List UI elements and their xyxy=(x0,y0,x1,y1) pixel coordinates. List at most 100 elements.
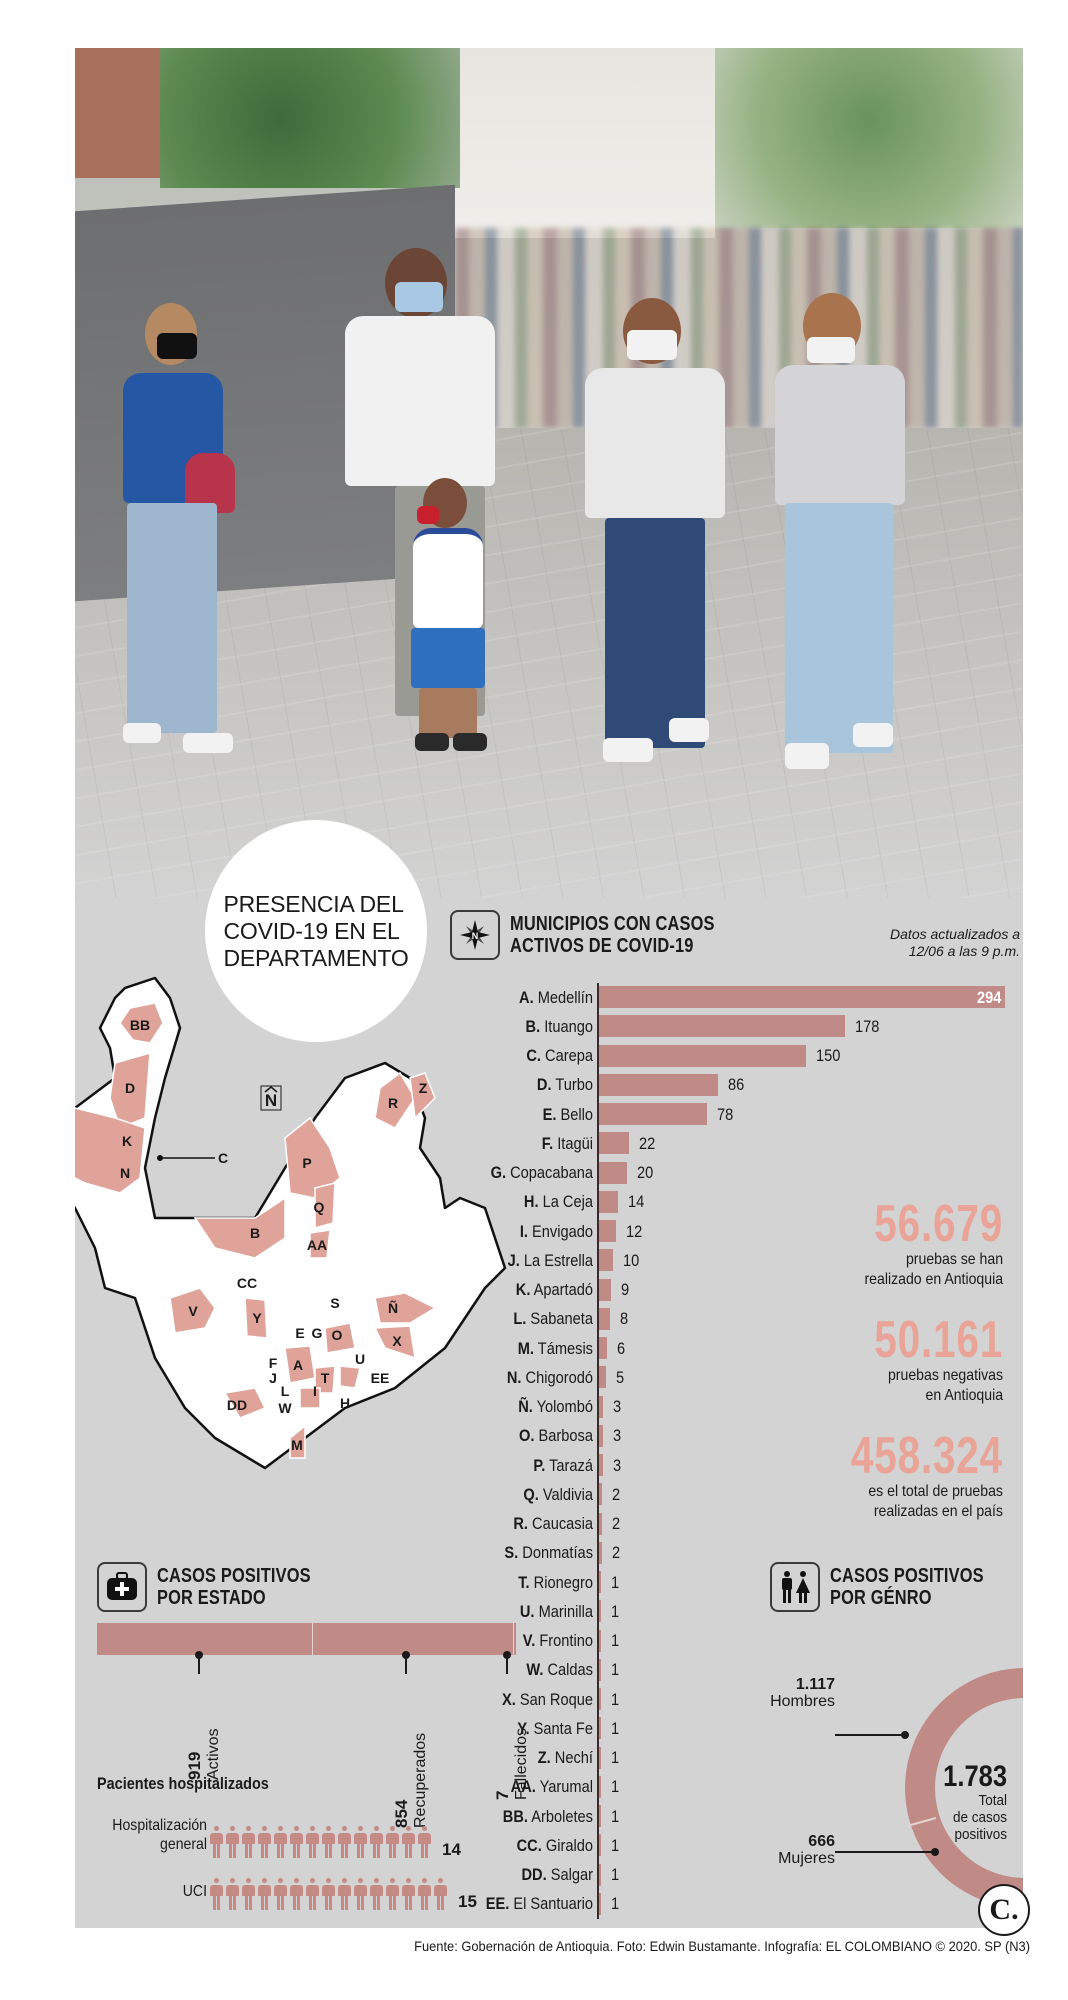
map-label-dd: DD xyxy=(227,1397,247,1413)
bar-label-letter: BB. xyxy=(502,1806,528,1826)
person-icon xyxy=(418,1826,431,1858)
bar-value: 3 xyxy=(613,1426,622,1446)
bar-label-letter: R. xyxy=(513,1514,528,1533)
bar-label-letter: J. xyxy=(507,1250,520,1270)
updated-line-1: Datos actualizados a xyxy=(890,926,1020,942)
hosp-label-uci: UCI xyxy=(91,1882,207,1901)
map-label-f: F xyxy=(269,1355,278,1371)
bar-label: W. Caldas xyxy=(466,1660,593,1680)
person-icon xyxy=(258,1826,271,1858)
bar-label: A. Medellín xyxy=(466,988,593,1008)
infographic-panel: BB D K N C B P Q AA R Z V CC Y Ñ X S O E… xyxy=(75,48,1023,1928)
bar-label-name: Ituango xyxy=(544,1016,593,1036)
updated-note: Datos actualizados a 12/06 a las 9 p.m. xyxy=(845,926,1020,960)
page-title-line-1: PRESENCIA DEL xyxy=(223,890,404,917)
bar-value: 1 xyxy=(611,1718,620,1738)
hospitalizados-title: Pacientes hospitalizados xyxy=(97,1774,269,1793)
bar xyxy=(599,1746,601,1769)
genero-total-value: 1.783 xyxy=(943,1760,1007,1793)
bar-label: I. Envigado xyxy=(466,1222,593,1242)
stat-desc-line: es el total de pruebas xyxy=(868,1483,1003,1500)
person-icon xyxy=(274,1826,287,1858)
bar xyxy=(599,1892,601,1915)
bar-label-letter: Ñ. xyxy=(518,1397,533,1416)
bar-label: L. Sabaneta xyxy=(466,1309,593,1329)
antioquia-map: BB D K N C B P Q AA R Z V CC Y Ñ X S O E… xyxy=(75,976,507,1470)
bar xyxy=(599,1307,611,1330)
estado-value-recuperados: 854 xyxy=(392,1799,411,1828)
stat-number: 56.679 xyxy=(874,1195,1003,1253)
genero-half-donut xyxy=(905,1668,1023,1908)
bar-label-name: Arboletes xyxy=(531,1806,593,1826)
person-icon xyxy=(226,1826,239,1858)
hosp-label-general: Hospitalización general xyxy=(91,1816,207,1854)
bar-label-letter: DD. xyxy=(521,1865,547,1884)
map-label-i: I xyxy=(313,1383,317,1399)
bar-label-name: Apartadó xyxy=(533,1280,593,1299)
map-label-y: Y xyxy=(252,1310,262,1326)
genero-marker-hombres xyxy=(901,1731,909,1739)
photo-brick-wall xyxy=(75,48,160,178)
bar-value: 12 xyxy=(625,1221,642,1241)
genero-title: CASOS POSITIVOS POR GÉNRO xyxy=(830,1565,984,1609)
estado-divider xyxy=(312,1623,313,1655)
bar-label-name: Nechí xyxy=(554,1748,593,1767)
map-label-bb: BB xyxy=(130,1017,150,1033)
bar-row: W. Caldas 1 xyxy=(445,1656,1005,1685)
bar-value: 5 xyxy=(615,1367,625,1387)
map-regions xyxy=(75,1002,437,1459)
bar-row: L. Sabaneta 8 xyxy=(445,1305,1005,1334)
estado-title: CASOS POSITIVOS POR ESTADO xyxy=(157,1565,311,1609)
bar-label-name: Barbosa xyxy=(538,1426,593,1446)
bar-row: K. Apartadó 9 xyxy=(445,1276,1005,1305)
hosp-pictogram-general xyxy=(210,1826,431,1858)
estado-marker-recuperados xyxy=(402,1651,410,1659)
bar-label: K. Apartadó xyxy=(466,1280,593,1300)
map-label-cc: CC xyxy=(237,1275,257,1291)
map-label-r: R xyxy=(388,1095,398,1111)
medical-kit-icon xyxy=(97,1562,147,1612)
bar-label-letter: Z. xyxy=(537,1748,551,1767)
bar-value: 3 xyxy=(613,1397,622,1416)
stat-desc: pruebas negativas en Antioquia xyxy=(858,1366,1003,1406)
person-icon xyxy=(258,1878,271,1910)
bar-value: 2 xyxy=(611,1543,620,1563)
map-label-m: M xyxy=(291,1437,303,1453)
bar xyxy=(599,1775,601,1798)
stat-pruebas-antioquia: 56.679 pruebas se han realizado en Antio… xyxy=(838,1198,1003,1290)
bar-row: F. Itagüi 22 xyxy=(445,1129,1005,1158)
bar xyxy=(599,1103,707,1125)
bar-value: 1 xyxy=(611,1660,620,1680)
bar-label-name: Caucasia xyxy=(532,1514,593,1533)
bar-label-name: Salgar xyxy=(550,1865,593,1884)
person-icon xyxy=(242,1826,255,1858)
bar-label-name: Valdivia xyxy=(542,1484,593,1504)
bar-label-letter: CC. xyxy=(516,1835,542,1855)
map-label-aa: AA xyxy=(307,1237,327,1253)
stat-number: 458.324 xyxy=(850,1427,1003,1485)
person-icon xyxy=(322,1826,335,1858)
bar xyxy=(599,1483,602,1506)
municipios-header: N MUNICIPIOS CON CASOS ACTIVOS DE COVID-… xyxy=(450,910,760,960)
bar-label: BB. Arboletes xyxy=(466,1807,593,1827)
bar-label-letter: Q. xyxy=(523,1484,539,1504)
estado-marker-activos xyxy=(195,1651,203,1659)
chart-axis-line xyxy=(597,983,599,1919)
person-icon xyxy=(322,1878,335,1910)
bar-label-name: Medellín xyxy=(537,987,593,1007)
stat-number: 50.161 xyxy=(874,1311,1003,1369)
bar-label-letter: X. xyxy=(501,1689,516,1709)
bar-value: 1 xyxy=(611,1865,620,1884)
bar-row: T. Rionegro 1 xyxy=(445,1568,1005,1597)
bar xyxy=(599,1512,602,1535)
map-label-e: E xyxy=(295,1325,304,1341)
bar-label-name: Envigado xyxy=(532,1221,593,1241)
stat-desc-line: realizado en Antioquia xyxy=(864,1271,1003,1288)
bar-row: R. Caucasia 2 xyxy=(445,1510,1005,1539)
stat-desc-line: pruebas se han xyxy=(905,1251,1003,1268)
bar-label-letter: W. xyxy=(526,1660,544,1680)
bar-label: AA. Yarumal xyxy=(466,1777,593,1797)
estado-name-recuperados: Recuperados xyxy=(412,1732,429,1828)
bar-value: 2 xyxy=(611,1514,620,1533)
bar-value: 14 xyxy=(628,1192,645,1212)
